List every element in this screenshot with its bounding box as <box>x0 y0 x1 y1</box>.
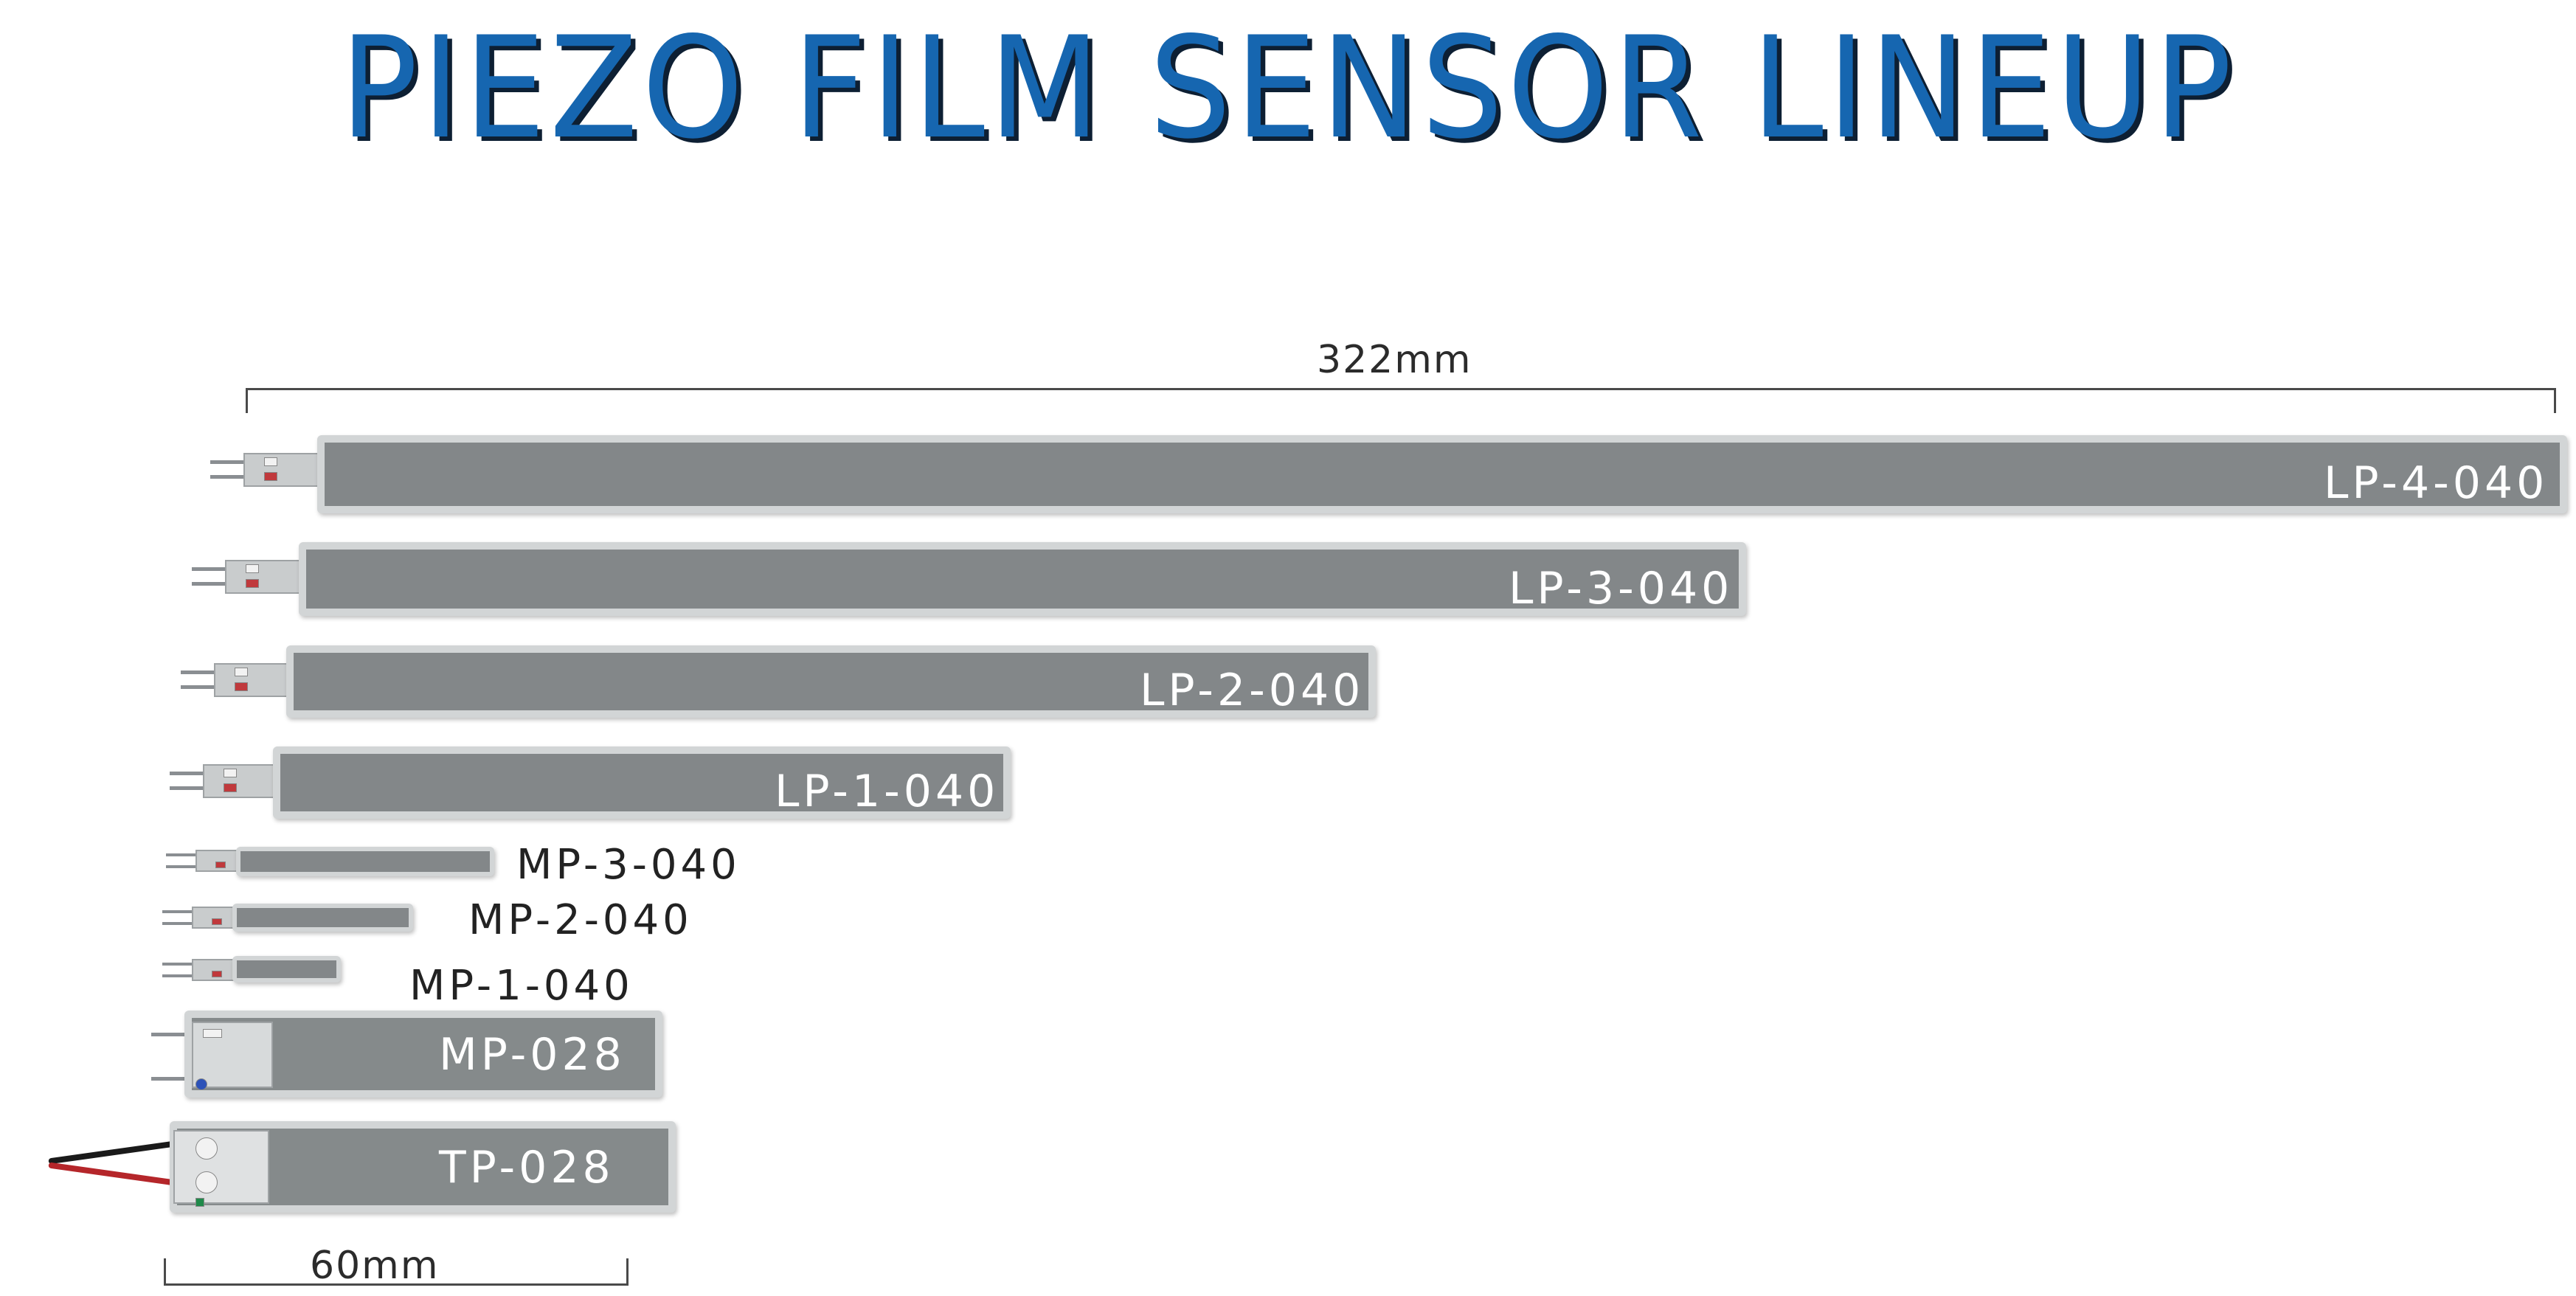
pin <box>192 582 243 586</box>
film-strip <box>232 956 341 983</box>
pin <box>162 963 207 966</box>
pin <box>162 910 207 913</box>
crimp <box>215 862 226 868</box>
pin <box>170 786 221 790</box>
crimp <box>195 1137 218 1160</box>
sensor-label: LP-2-040 <box>1140 665 1365 716</box>
page-title: PIEZO FILM SENSOR LINEUP <box>340 7 2236 170</box>
film-strip <box>286 645 1376 718</box>
crimp <box>203 1029 222 1038</box>
crimp <box>224 769 237 777</box>
pin <box>166 865 210 868</box>
sensor-label: MP-3-040 <box>516 841 741 889</box>
pin <box>151 1077 195 1081</box>
pin <box>151 1033 195 1036</box>
crimp <box>264 457 277 466</box>
crimp <box>195 1198 204 1207</box>
sensor-label: TP-028 <box>439 1142 614 1193</box>
sensor-label: MP-1-040 <box>409 962 634 1010</box>
length-dimension-left-tick <box>246 388 248 413</box>
sensor-label: MP-028 <box>439 1029 626 1081</box>
crimp <box>212 918 222 925</box>
width-dimension-right-tick <box>626 1258 629 1285</box>
pin <box>210 460 262 464</box>
crimp <box>235 668 248 676</box>
width-dimension-left-tick <box>164 1258 166 1285</box>
crimp <box>235 682 248 691</box>
length-dimension-line <box>246 388 2556 390</box>
pin <box>170 772 221 775</box>
pin <box>210 475 262 479</box>
crimp <box>264 472 277 481</box>
sensor-label: MP-2-040 <box>468 896 693 944</box>
film-strip <box>299 542 1746 616</box>
sensor-label: LP-1-040 <box>775 766 1000 817</box>
film-strip <box>317 435 2567 513</box>
connector-tab <box>173 1130 269 1204</box>
pin <box>192 567 243 571</box>
pin <box>181 670 232 674</box>
film-strip <box>236 847 494 876</box>
crimp <box>246 564 259 573</box>
pin <box>162 974 207 977</box>
width-dimension-label: 60mm <box>310 1244 440 1288</box>
pin <box>166 853 210 856</box>
sensor-label: LP-4-040 <box>2324 457 2549 509</box>
pin <box>181 685 232 689</box>
crimp <box>195 1171 218 1193</box>
crimp <box>246 579 259 588</box>
film-strip <box>273 746 1011 819</box>
width-dimension-line <box>164 1283 629 1286</box>
pin <box>162 922 207 925</box>
length-dimension-right-tick <box>2554 388 2556 413</box>
black-wire <box>48 1140 181 1165</box>
length-dimension-label: 322mm <box>1317 338 1472 382</box>
crimp <box>195 1078 207 1090</box>
sensor-label: LP-3-040 <box>1509 563 1734 614</box>
crimp <box>224 783 237 792</box>
crimp <box>212 971 222 977</box>
red-wire <box>48 1162 181 1187</box>
film-strip <box>232 904 413 932</box>
